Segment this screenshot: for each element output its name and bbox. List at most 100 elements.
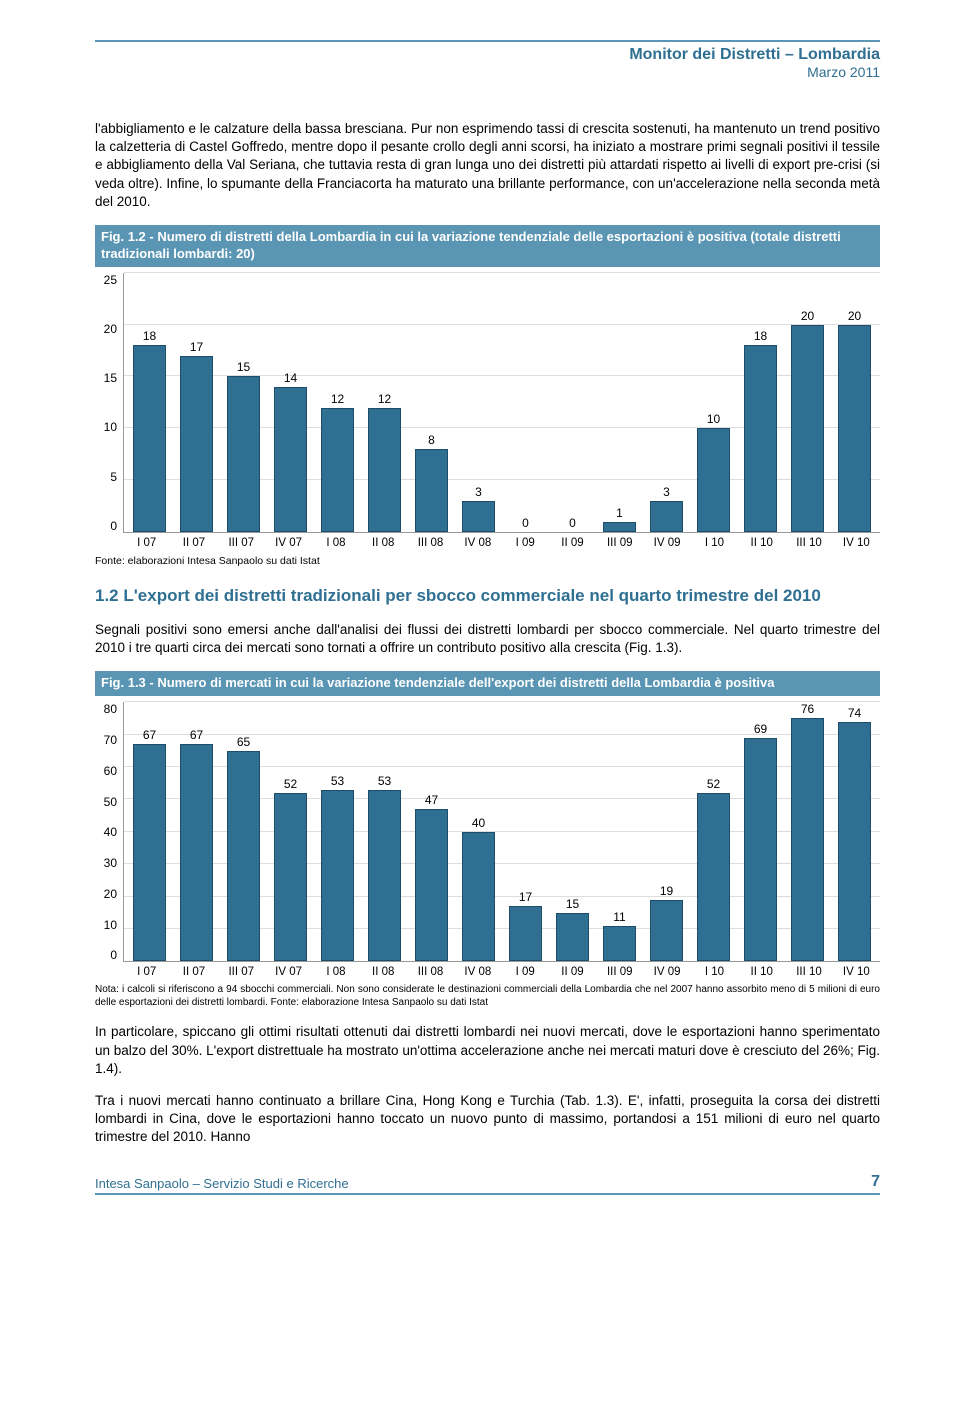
x-tick-label: IV 09 <box>643 966 690 978</box>
fig12-source: Fonte: elaborazioni Intesa Sanpaolo su d… <box>95 555 880 567</box>
x-tick-label: III 10 <box>785 537 832 549</box>
bar <box>321 790 354 962</box>
bar-value-label: 0 <box>522 516 529 530</box>
paragraph-2: Segnali positivi sono emersi anche dall'… <box>95 621 880 657</box>
bar-value-label: 8 <box>428 433 435 447</box>
bar-value-label: 1 <box>616 506 623 520</box>
bar <box>697 428 730 532</box>
bar-slot: 65 <box>220 702 267 961</box>
x-tick-label: IV 10 <box>833 966 880 978</box>
bar <box>227 376 260 531</box>
bar-slot: 15 <box>549 702 596 961</box>
x-tick-label: I 09 <box>502 966 549 978</box>
y-tick-label: 0 <box>110 948 117 962</box>
x-tick-label: I 07 <box>123 537 170 549</box>
bar-value-label: 76 <box>801 702 814 716</box>
bar-slot: 52 <box>690 702 737 961</box>
bar-slot: 1 <box>596 273 643 532</box>
bar-slot: 47 <box>408 702 455 961</box>
bar <box>462 832 495 962</box>
fig13-chart: 8070605040302010067676552535347401715111… <box>95 702 880 978</box>
y-tick-label: 10 <box>104 420 117 434</box>
bar-slot: 67 <box>173 702 220 961</box>
bar-value-label: 69 <box>754 722 767 736</box>
bar-value-label: 3 <box>663 485 670 499</box>
bar-slot: 17 <box>502 702 549 961</box>
page-header: Monitor dei Distretti – Lombardia Marzo … <box>95 40 880 80</box>
x-tick-label: III 09 <box>596 537 643 549</box>
header-date: Marzo 2011 <box>95 64 880 80</box>
bar-value-label: 74 <box>848 706 861 720</box>
bar-value-label: 17 <box>519 890 532 904</box>
bar <box>650 900 683 962</box>
bar-slot: 3 <box>455 273 502 532</box>
bar-value-label: 15 <box>566 897 579 911</box>
paragraph-4: Tra i nuovi mercati hanno continuato a b… <box>95 1092 880 1147</box>
y-tick-label: 10 <box>104 918 117 932</box>
x-tick-label: I 10 <box>691 966 738 978</box>
bar-value-label: 11 <box>613 910 625 924</box>
x-tick-label: II 09 <box>549 966 596 978</box>
bar-value-label: 67 <box>190 728 203 742</box>
header-title: Monitor dei Distretti – Lombardia <box>95 46 880 64</box>
bar <box>603 522 636 532</box>
bar <box>180 356 213 532</box>
bar-slot: 40 <box>455 702 502 961</box>
bar <box>368 790 401 962</box>
y-tick-label: 25 <box>104 273 117 287</box>
bar-value-label: 47 <box>425 793 438 807</box>
bar-slot: 3 <box>643 273 690 532</box>
bar <box>791 325 824 532</box>
bar-value-label: 67 <box>143 728 156 742</box>
bar-value-label: 52 <box>284 777 297 791</box>
y-tick-label: 50 <box>104 795 117 809</box>
bar-slot: 18 <box>737 273 784 532</box>
x-tick-label: III 09 <box>596 966 643 978</box>
bar-value-label: 20 <box>801 309 814 323</box>
bar <box>274 387 307 532</box>
y-tick-label: 40 <box>104 825 117 839</box>
x-tick-label: I 10 <box>691 537 738 549</box>
bar-value-label: 17 <box>190 340 203 354</box>
bar-slot: 20 <box>784 273 831 532</box>
bar-slot: 14 <box>267 273 314 532</box>
bar-slot: 12 <box>314 273 361 532</box>
bar <box>744 345 777 531</box>
x-tick-label: IV 08 <box>454 537 501 549</box>
x-tick-label: I 08 <box>312 537 359 549</box>
x-tick-label: II 10 <box>738 537 785 549</box>
bar <box>180 744 213 961</box>
fig12-chart: 252015105018171514121283001310182020I 07… <box>95 273 880 549</box>
bar-slot: 19 <box>643 702 690 961</box>
bar-value-label: 18 <box>143 329 156 343</box>
x-tick-label: I 09 <box>502 537 549 549</box>
bar-slot: 53 <box>314 702 361 961</box>
bar-value-label: 12 <box>331 392 344 406</box>
bar-slot: 0 <box>549 273 596 532</box>
bar-value-label: 40 <box>472 816 485 830</box>
y-tick-label: 80 <box>104 702 117 716</box>
bar-value-label: 19 <box>660 884 673 898</box>
bar-value-label: 0 <box>569 516 576 530</box>
bar <box>838 325 871 532</box>
bar-slot: 52 <box>267 702 314 961</box>
bar <box>509 906 542 961</box>
bar-value-label: 3 <box>475 485 482 499</box>
bar <box>462 501 495 532</box>
bar <box>838 722 871 962</box>
x-tick-label: III 07 <box>218 537 265 549</box>
y-tick-label: 0 <box>110 519 117 533</box>
footer-org: Intesa Sanpaolo – Servizio Studi e Ricer… <box>95 1176 349 1191</box>
x-tick-label: II 10 <box>738 966 785 978</box>
bar-slot: 69 <box>737 702 784 961</box>
paragraph-3: In particolare, spiccano gli ottimi risu… <box>95 1023 880 1078</box>
x-tick-label: II 08 <box>360 537 407 549</box>
bar <box>650 501 683 532</box>
x-tick-label: II 07 <box>170 537 217 549</box>
x-tick-label: III 10 <box>785 966 832 978</box>
bar <box>274 793 307 961</box>
x-tick-label: I 08 <box>312 966 359 978</box>
bar-value-label: 10 <box>707 412 720 426</box>
y-tick-label: 20 <box>104 322 117 336</box>
bar <box>368 408 401 532</box>
